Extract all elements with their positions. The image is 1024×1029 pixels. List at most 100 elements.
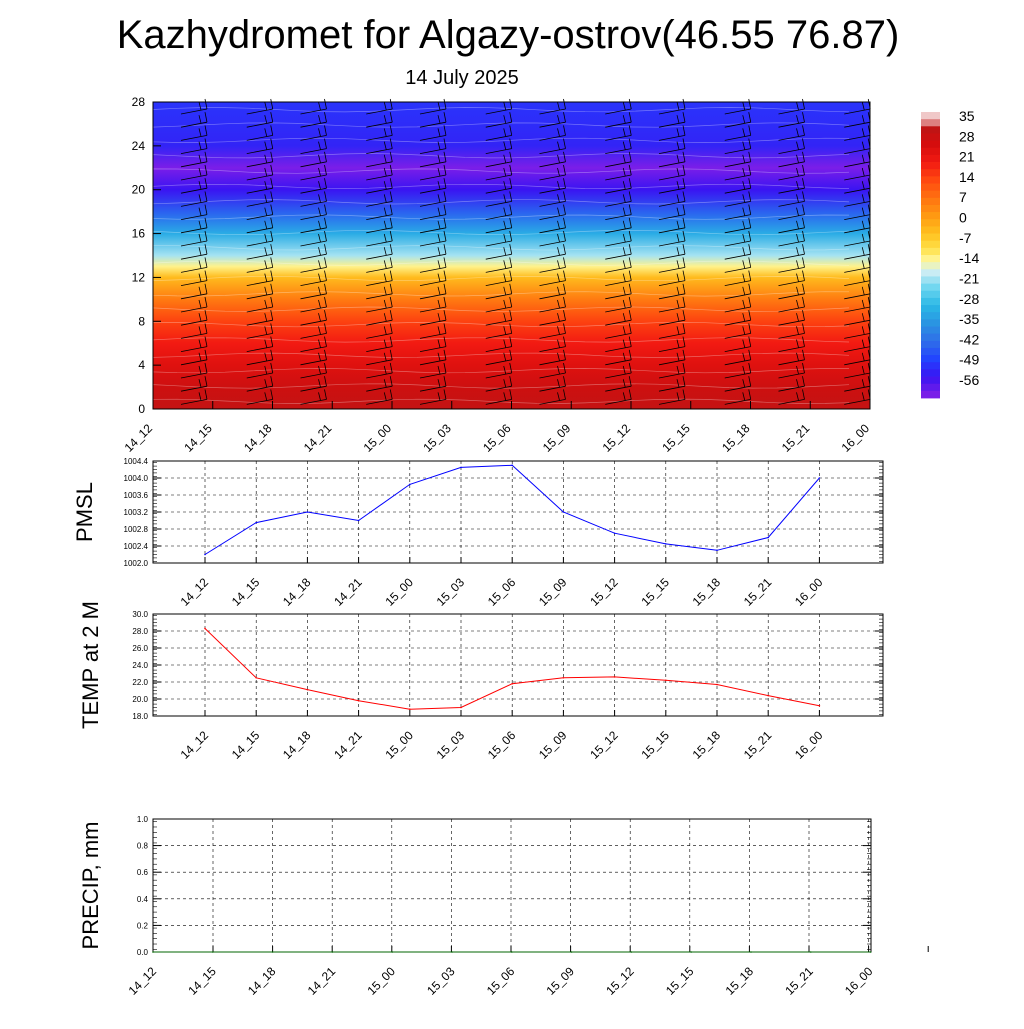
wind-barb-flag (676, 260, 680, 269)
wind-barb (419, 164, 447, 181)
wind-barb-shaft (246, 399, 273, 405)
contour-line (152, 275, 850, 282)
wind-barb-flag (204, 230, 208, 242)
wind-barb-flag (563, 270, 566, 281)
wind-barb-flag (563, 389, 566, 400)
wind-barb (366, 244, 393, 260)
wind-barb-flag (318, 326, 321, 335)
wind-barb-shaft (844, 280, 871, 286)
wind-barb-flag (748, 389, 752, 400)
wind-barb-shaft (539, 121, 566, 128)
wind-barb-flag (204, 283, 208, 294)
wind-barb-flag (443, 349, 447, 360)
wind-barb-flag (318, 247, 321, 256)
wind-barb-shaft (724, 108, 751, 115)
wind-barb (539, 204, 566, 220)
wind-barb-shaft (485, 121, 512, 128)
wind-barb (366, 125, 393, 141)
y-tick-label: 4 (138, 358, 145, 372)
wind-barb (246, 323, 274, 339)
wind-barb-shaft (778, 227, 805, 234)
wind-barb (724, 230, 752, 247)
wind-barb-flag (742, 220, 746, 229)
wind-barb (300, 376, 327, 392)
wind-barb-flag (557, 101, 560, 111)
wind-barb (658, 98, 686, 115)
wind-barb (366, 230, 393, 247)
wind-barb-flag (264, 154, 268, 163)
wind-barb-flag (748, 296, 752, 308)
wind-barb-flag (437, 339, 441, 348)
wind-barb-flag (264, 207, 268, 216)
wind-barb-flag (437, 220, 441, 229)
x-tick-label: 15_21 (741, 728, 775, 762)
panel-frame (152, 613, 884, 717)
wind-barb (366, 310, 393, 326)
wind-barb-flag (204, 336, 208, 347)
wind-barb (419, 270, 447, 286)
wind-barb (180, 257, 208, 273)
y-tick-label: 20.0 (132, 695, 148, 704)
wind-barb-shaft (844, 148, 871, 154)
wind-barb-flag (509, 310, 513, 321)
wind-barb (419, 151, 447, 168)
wind-barb (366, 336, 393, 352)
wind-barb-shaft (180, 161, 208, 168)
x-tick-label: 14_21 (331, 575, 365, 609)
wind-barb-shaft (246, 385, 273, 392)
wind-barb-flag (861, 115, 865, 124)
wind-barb-shaft (844, 187, 871, 194)
wind-barb-flag (676, 154, 680, 163)
wind-barb (658, 257, 686, 273)
wind-barb-shaft (724, 333, 751, 339)
wind-barb-flag (437, 181, 441, 190)
wind-barb-flag (324, 178, 327, 189)
wind-barb-flag (503, 352, 507, 361)
wind-barb-flag (204, 257, 208, 268)
colorbar-label: -56 (959, 372, 979, 388)
contour-line (152, 291, 850, 297)
wind-barb-flag (324, 349, 327, 360)
x-tick-label: 14_12 (178, 575, 212, 609)
colorbar-box (921, 212, 940, 220)
wind-barb-flag (742, 339, 746, 348)
wind-barb-flag (503, 260, 507, 269)
wind-barb-flag (437, 167, 441, 177)
data-point (204, 553, 206, 556)
colorbar-box (921, 355, 940, 363)
wind-barb-flag (324, 164, 327, 176)
wind-barb (180, 164, 208, 181)
wind-barb-flag (383, 141, 387, 150)
wind-barb-shaft (300, 372, 327, 379)
wind-barb (180, 283, 208, 300)
colorbar-box (921, 162, 940, 170)
wind-barb-flag (198, 379, 202, 388)
wind-barb-shaft (485, 108, 512, 115)
wind-barb (300, 230, 327, 247)
wind-barb-shaft (366, 267, 393, 273)
wind-barb-shaft (778, 385, 805, 392)
wind-barb (180, 296, 208, 313)
wind-barb-shaft (180, 135, 208, 141)
wind-barb-shaft (485, 148, 512, 154)
wind-barb-shaft (419, 187, 447, 194)
wind-barb (419, 336, 447, 352)
wind-barb-flag (557, 339, 560, 348)
wind-barb (366, 270, 393, 286)
colorbar-box (921, 247, 940, 256)
wind-barb-shaft (778, 267, 805, 273)
wind-barb-flag (270, 257, 274, 268)
wind-barb-flag (198, 154, 202, 163)
wind-barb-flag (622, 154, 626, 163)
wind-barb-flag (557, 379, 560, 388)
wind-barb-flag (318, 379, 321, 388)
wind-barb-flag (796, 273, 799, 282)
wind-barb-flag (443, 283, 447, 294)
wind-barb (300, 270, 327, 286)
wind-barb-flag (389, 323, 393, 334)
wind-barb (485, 310, 513, 326)
wind-barb-flag (270, 98, 274, 110)
colorbar-box (921, 147, 940, 156)
wind-barb-flag (682, 191, 686, 202)
wind-barb-shaft (180, 108, 208, 115)
